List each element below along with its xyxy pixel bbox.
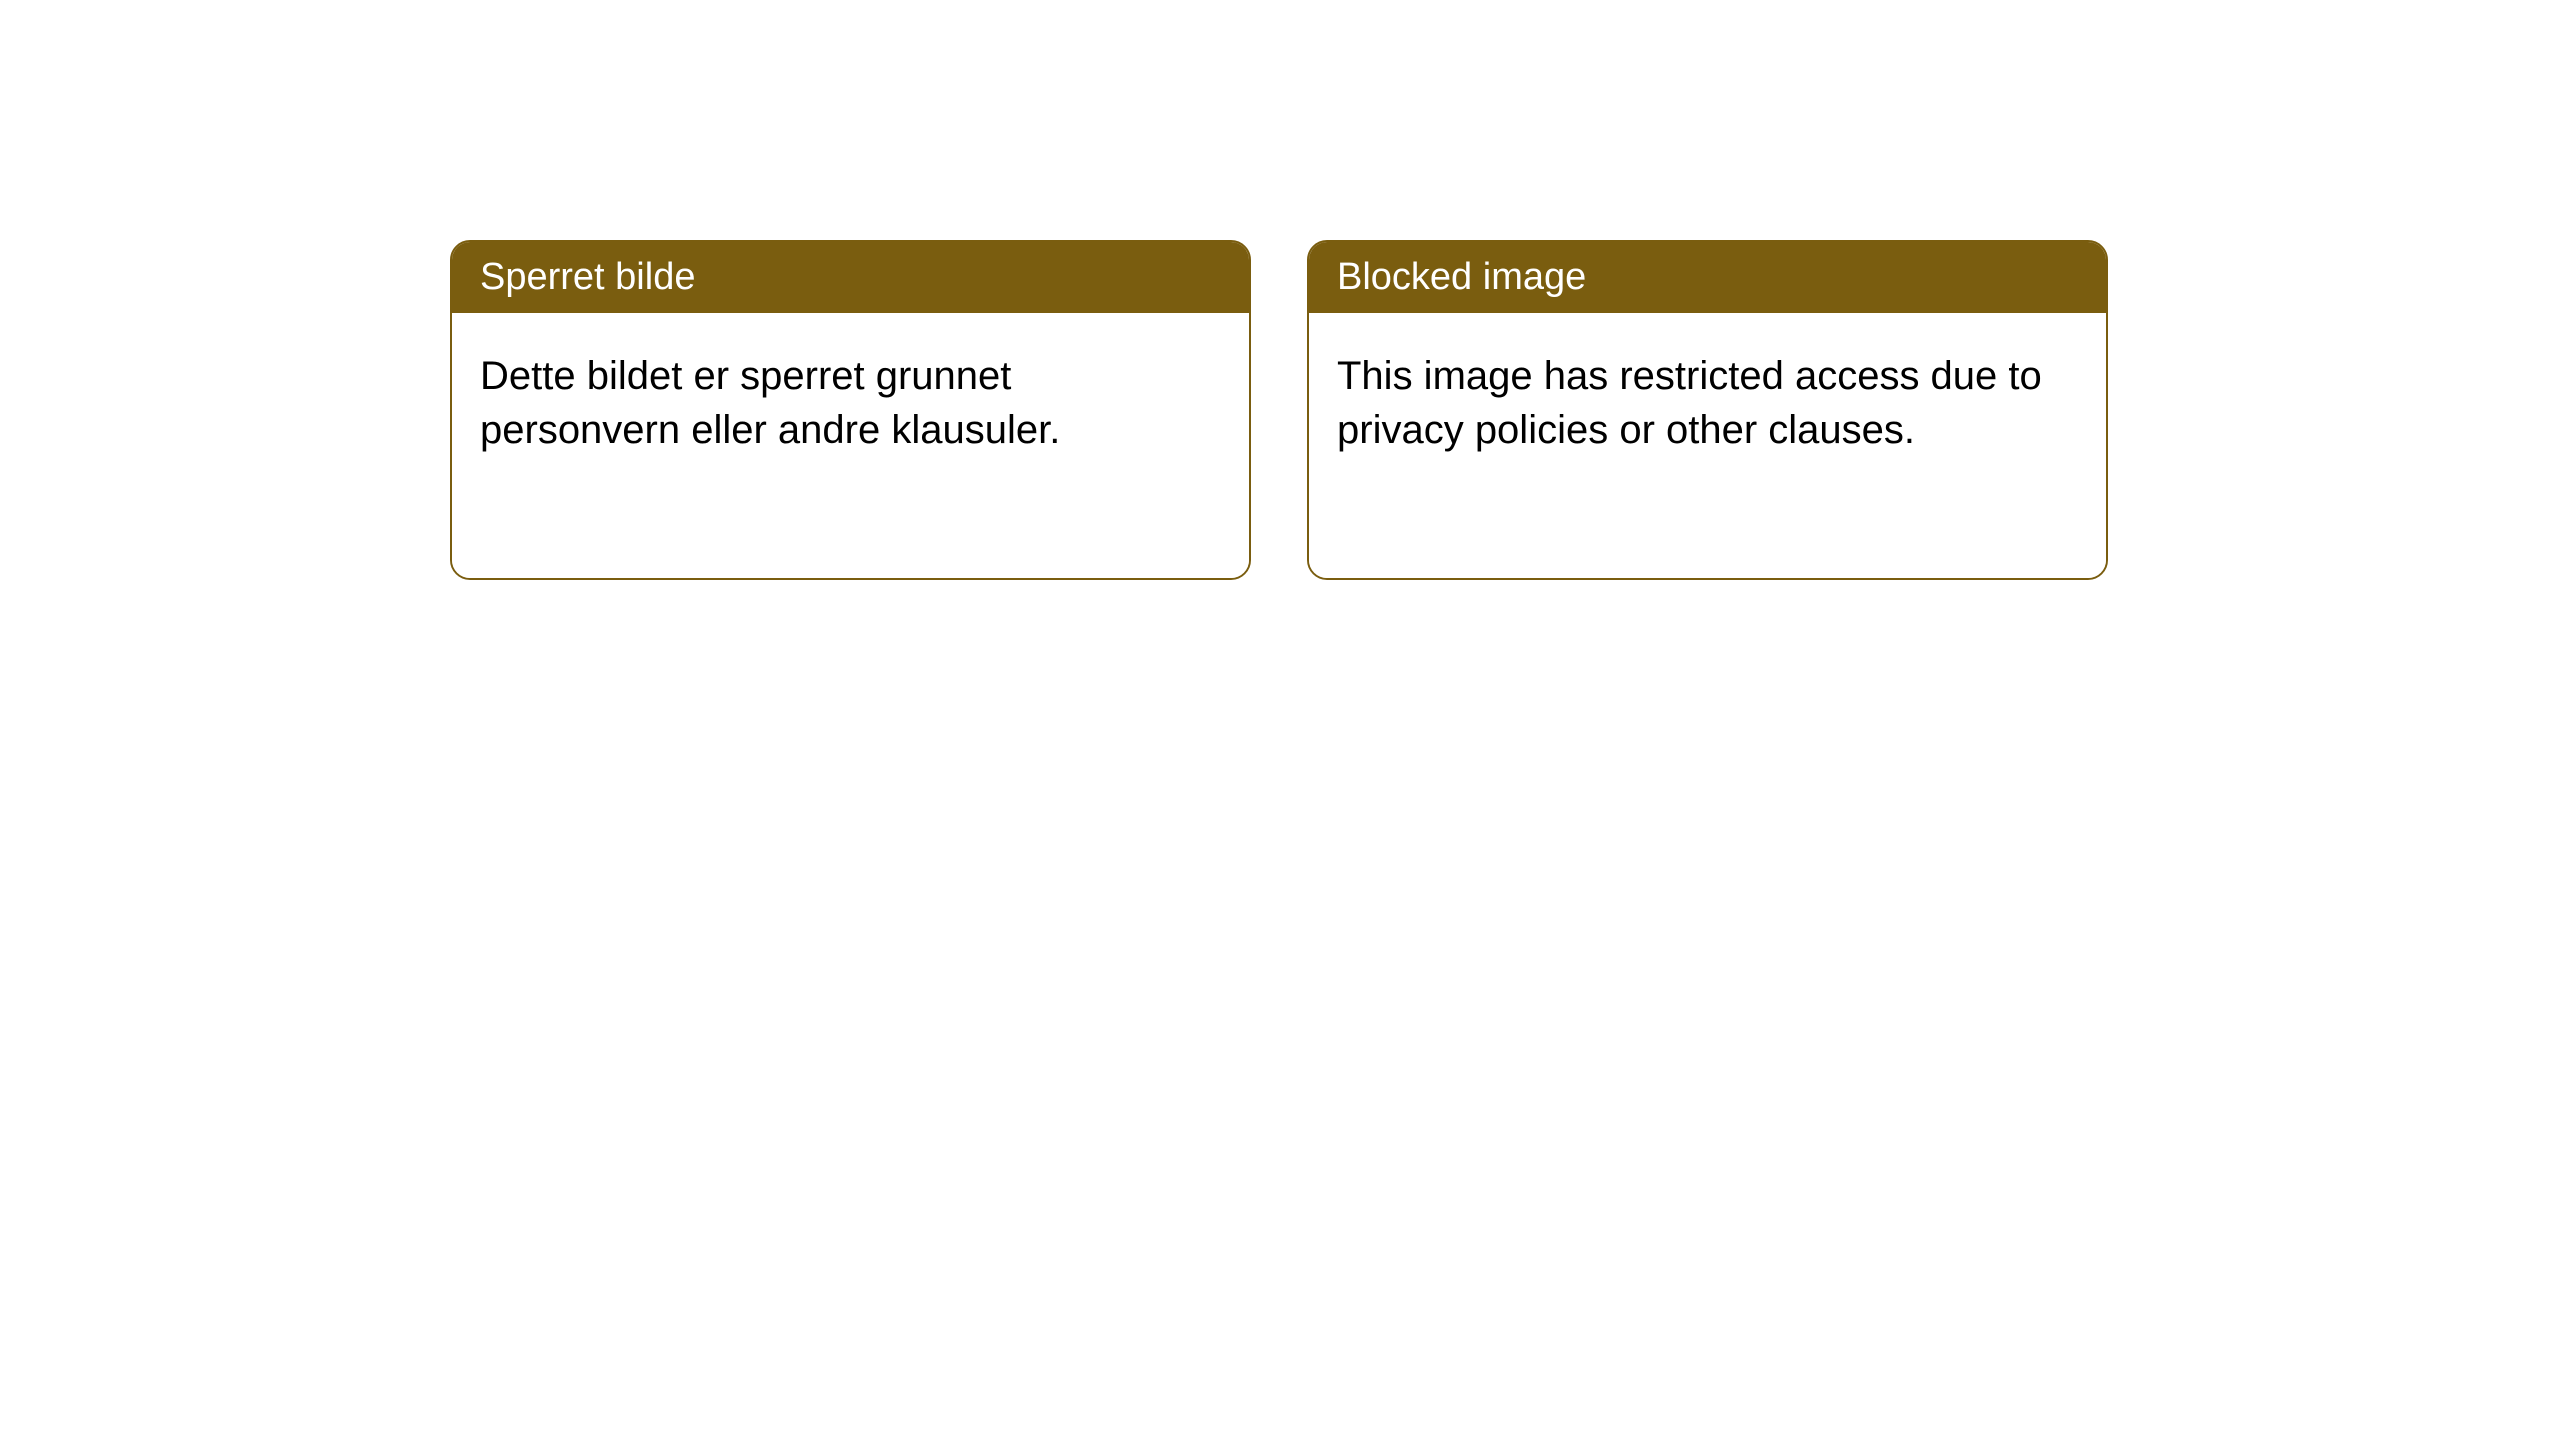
card-header-text: Blocked image [1337, 256, 1586, 298]
notice-card-english: Blocked image This image has restricted … [1307, 240, 2108, 580]
notice-card-norwegian: Sperret bilde Dette bildet er sperret gr… [450, 240, 1251, 580]
card-body-text: Dette bildet er sperret grunnet personve… [480, 354, 1060, 452]
notice-cards-container: Sperret bilde Dette bildet er sperret gr… [450, 240, 2108, 580]
card-body-text: This image has restricted access due to … [1337, 354, 2042, 452]
card-header: Sperret bilde [452, 242, 1249, 313]
card-body: This image has restricted access due to … [1309, 313, 2106, 578]
card-header: Blocked image [1309, 242, 2106, 313]
card-header-text: Sperret bilde [480, 256, 695, 298]
card-body: Dette bildet er sperret grunnet personve… [452, 313, 1249, 578]
